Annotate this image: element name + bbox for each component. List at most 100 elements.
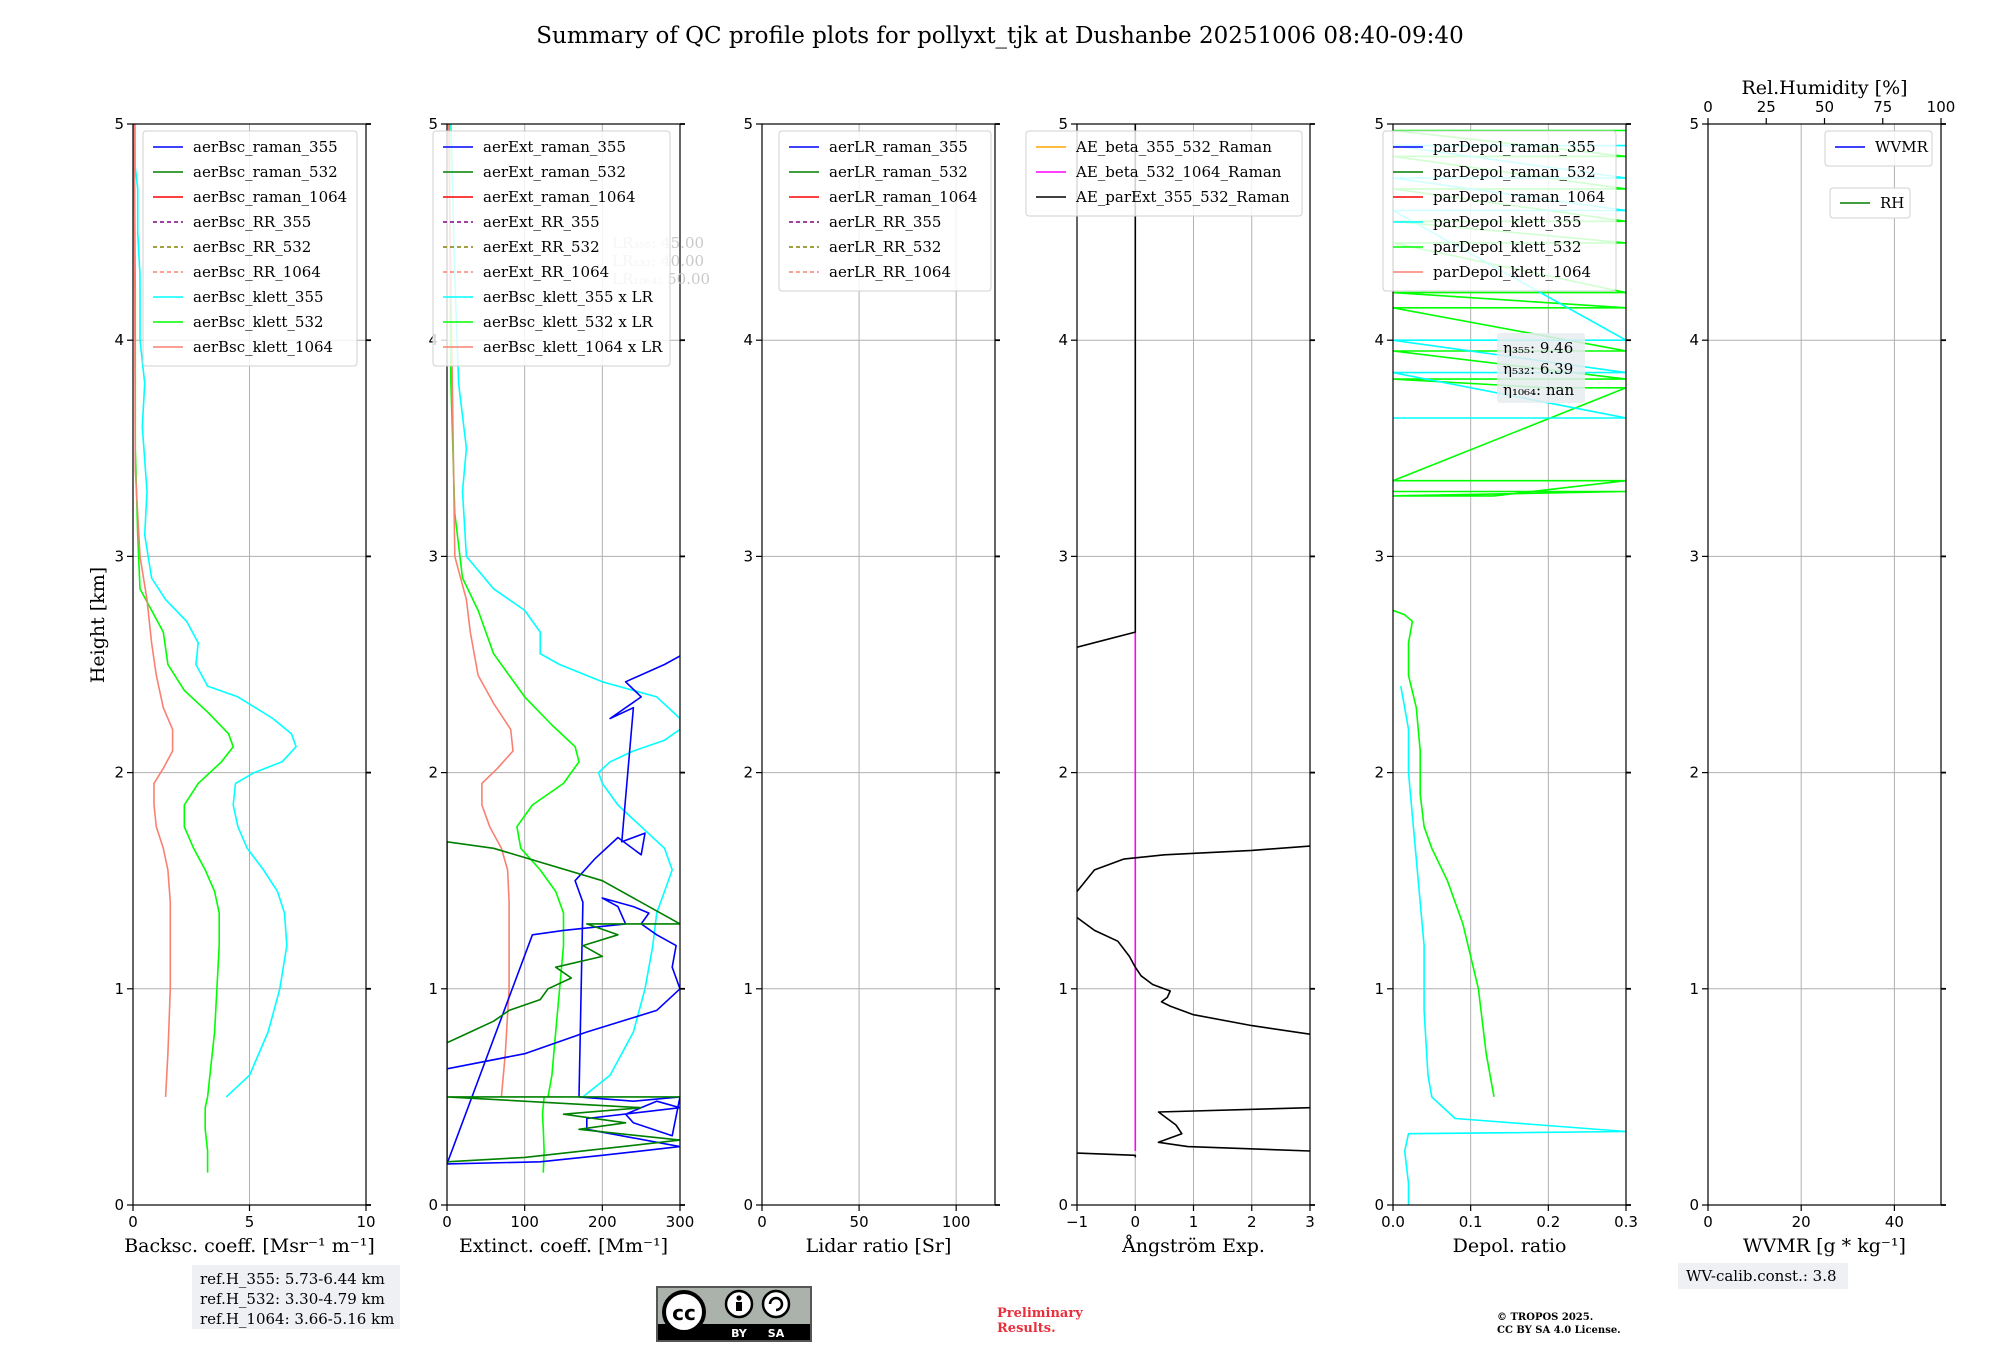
legend-label: aerExt_RR_532 bbox=[483, 238, 600, 256]
x-axis-label: Extinct. coeff. [Mm⁻¹] bbox=[459, 1235, 668, 1257]
legend-label: aerBsc_klett_532 x LR bbox=[483, 313, 654, 331]
y-tick-label: 4 bbox=[1374, 331, 1384, 349]
ref-height-355: ref.H_355: 5.73-6.44 km bbox=[200, 1270, 385, 1288]
sa-share-icon bbox=[761, 1289, 791, 1319]
legend-label: aerLR_RR_532 bbox=[829, 238, 941, 256]
top-tick-label: 75 bbox=[1873, 98, 1892, 116]
axes-frame bbox=[1392, 123, 1627, 1206]
series-line-aerBsc-klett-1064-x-LR bbox=[447, 124, 514, 1097]
y-tick-label: 1 bbox=[1058, 980, 1068, 998]
legend-label: AE_parExt_355_532_Raman bbox=[1075, 188, 1290, 206]
legend-label: parDepol_klett_355 bbox=[1433, 213, 1582, 231]
legend: AE_beta_355_532_Raman AE_beta_532_1064_Ra… bbox=[1025, 130, 1303, 217]
legend: aerExt_raman_355 aerExt_raman_532 aerExt_r… bbox=[432, 130, 671, 367]
legend-label: aerExt_RR_355 bbox=[483, 213, 600, 231]
x-axis-label: Lidar ratio [Sr] bbox=[806, 1235, 952, 1257]
figure-title: Summary of QC profile plots for pollyxt_… bbox=[536, 23, 1463, 49]
legend-box bbox=[1824, 130, 1933, 167]
x-tick-label: 200 bbox=[588, 1213, 617, 1231]
legend-label: aerBsc_raman_1064 bbox=[193, 188, 347, 206]
legend-label: aerExt_raman_355 bbox=[483, 138, 626, 156]
cc-text: cc bbox=[672, 1301, 696, 1325]
legend-label: parDepol_raman_1064 bbox=[1433, 188, 1605, 206]
y-tick-label: 1 bbox=[428, 980, 438, 998]
x-tick-label: 0.2 bbox=[1536, 1213, 1560, 1231]
y-tick-label: 3 bbox=[1058, 547, 1068, 565]
ref-height-box: ref.H_355: 5.73-6.44 km ref.H_532: 3.30-… bbox=[192, 1265, 400, 1329]
x-tick-label: 10 bbox=[356, 1213, 375, 1231]
series-group bbox=[133, 124, 297, 1173]
series-line-AE-parExt-355-532-Raman-mid bbox=[1077, 845, 1310, 893]
ref-height-1064: ref.H_1064: 3.66-5.16 km bbox=[200, 1310, 394, 1328]
panel-ext: 0100200300012345Extinct. coeff. [Mm⁻¹]LR… bbox=[428, 115, 710, 1257]
x-tick-label: 0.3 bbox=[1614, 1213, 1638, 1231]
y-tick-label: 1 bbox=[114, 980, 124, 998]
x-tick-label: 0 bbox=[128, 1213, 138, 1231]
preliminary-line1: Preliminary bbox=[997, 1306, 1083, 1321]
axes-frame bbox=[1707, 123, 1942, 1206]
legend: WVMR bbox=[1824, 130, 1933, 167]
legend-label: aerBsc_klett_355 x LR bbox=[483, 288, 654, 306]
x-tick-label: 5 bbox=[245, 1213, 255, 1231]
x-tick-label: 0.1 bbox=[1459, 1213, 1483, 1231]
eta-annotation: η₃₅₅: 9.46 bbox=[1503, 339, 1573, 357]
x-tick-label: 3 bbox=[1305, 1213, 1315, 1231]
series-line-AE-parExt-355-532-Raman-low bbox=[1157, 1106, 1310, 1152]
eta-annotation-box: η₃₅₅: 9.46 η₅₃₂: 6.39 η₁₀₆₄: nan bbox=[1497, 333, 1585, 403]
x-axis-label: Depol. ratio bbox=[1453, 1235, 1567, 1257]
legend: aerLR_raman_355 aerLR_raman_532 aerLR_rama… bbox=[778, 130, 992, 292]
top-tick-label: 25 bbox=[1757, 98, 1776, 116]
series-line-aerExt-raman-532 bbox=[447, 840, 680, 1163]
y-tick-label: 2 bbox=[1058, 764, 1068, 782]
axes-frame bbox=[446, 123, 681, 1206]
series-line-aerBsc-klett-532-low bbox=[204, 1096, 209, 1173]
legend-label: aerLR_RR_355 bbox=[829, 213, 941, 231]
x-tick-label: 0.0 bbox=[1381, 1213, 1405, 1231]
series-line-AE-parExt-355-532-Raman-upper bbox=[1077, 124, 1137, 648]
x-axis-label: Backsc. coeff. [Msr⁻¹ m⁻¹] bbox=[124, 1235, 375, 1257]
y-tick-label: 2 bbox=[114, 764, 124, 782]
series-line-aerBsc-klett-532-x-LR bbox=[448, 124, 580, 1098]
cc-by-sa-logo: cc BY SA bbox=[656, 1286, 812, 1342]
legend-label: parDepol_klett_532 bbox=[1433, 238, 1582, 256]
top-tick-label: 100 bbox=[1927, 98, 1956, 116]
x-tick-label: 100 bbox=[942, 1213, 971, 1231]
x-tick-label: −1 bbox=[1066, 1213, 1088, 1231]
y-tick-label: 5 bbox=[1058, 115, 1068, 133]
y-tick-label: 0 bbox=[1374, 1196, 1384, 1214]
legend-label: aerExt_raman_532 bbox=[483, 163, 626, 181]
series-line-parDepol-klett-532 bbox=[1393, 609, 1495, 1098]
legend-box bbox=[1382, 130, 1617, 292]
legend-label: aerBsc_RR_1064 bbox=[193, 263, 321, 281]
legend-label: aerBsc_raman_355 bbox=[193, 138, 338, 156]
eta-box-bg bbox=[1497, 333, 1585, 403]
y-tick-label: 3 bbox=[1689, 547, 1699, 565]
series-line-aerBsc-klett-532 bbox=[133, 124, 234, 1097]
series-line-aerBsc-klett-355 bbox=[134, 124, 297, 1098]
series-line-aerBsc-klett-1064 bbox=[133, 124, 174, 1097]
legend: aerBsc_raman_355 aerBsc_raman_532 aerBsc_r… bbox=[142, 130, 358, 367]
panel-wv: 0 20 40 0 1 2 3 4 5 WVMR [g * kg⁻¹] 0 25 50 75 100 Rel.… bbox=[1689, 77, 1955, 1257]
x-tick-label: 0 bbox=[757, 1213, 767, 1231]
y-tick-label: 0 bbox=[428, 1196, 438, 1214]
cc-by-label: BY bbox=[731, 1327, 748, 1340]
panel-bsc: 0 5 10 0 1 2 3 4 5 Backsc. coeff. [Msr⁻¹ m⁻¹] aerB… bbox=[114, 115, 375, 1257]
y-tick-label: 2 bbox=[1374, 764, 1384, 782]
series-line-AE-parExt-355-532-Raman-base bbox=[1077, 1152, 1137, 1158]
y-tick-label: 0 bbox=[1058, 1196, 1068, 1214]
y-tick-label: 1 bbox=[743, 980, 753, 998]
y-tick-label: 0 bbox=[743, 1196, 753, 1214]
y-tick-label: 2 bbox=[428, 764, 438, 782]
legend-label: aerBsc_klett_1064 x LR bbox=[483, 338, 663, 356]
y-tick-label: 4 bbox=[743, 331, 753, 349]
legend-label: aerBsc_klett_532 bbox=[193, 313, 324, 331]
legend-label: RH bbox=[1880, 194, 1904, 212]
x-tick-label: 0 bbox=[442, 1213, 452, 1231]
x-tick-label: 1 bbox=[1189, 1213, 1199, 1231]
wv-calib-const: WV-calib.const.: 3.8 bbox=[1686, 1267, 1837, 1285]
series-line-aerBsc-klett-532-x-LR-low bbox=[541, 1096, 545, 1173]
y-tick-label: 0 bbox=[114, 1196, 124, 1214]
preliminary-line2: Results. bbox=[997, 1321, 1056, 1336]
legend-secondary: RH bbox=[1829, 187, 1911, 219]
copyright-line2: CC BY SA 4.0 License. bbox=[1497, 1325, 1621, 1336]
